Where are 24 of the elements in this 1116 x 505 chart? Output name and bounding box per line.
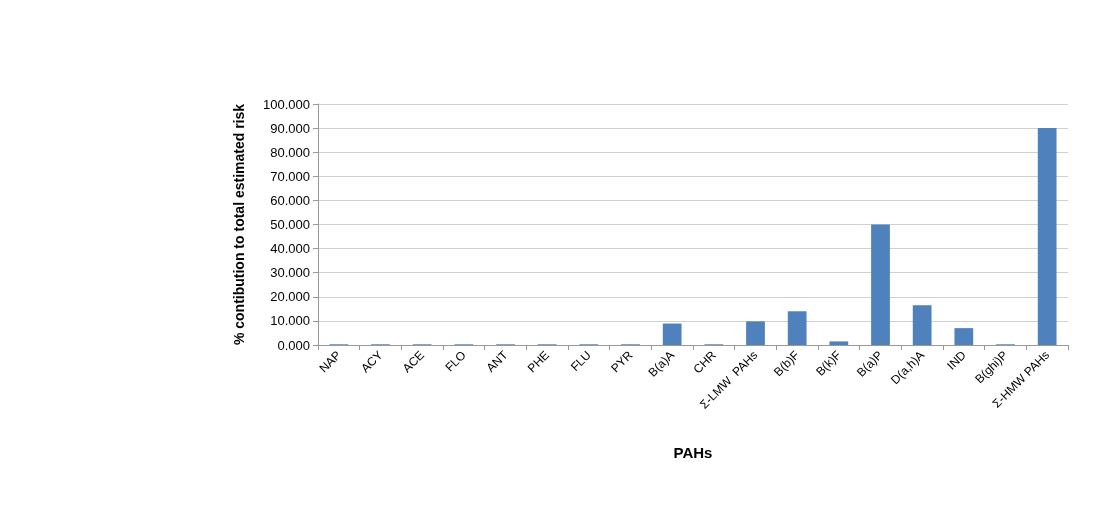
y-tick-label: 0.000 [277, 337, 310, 353]
bar [662, 323, 682, 345]
y-tick-label: 50.000 [270, 217, 310, 232]
bar [787, 311, 807, 345]
y-axis-title: % contibution to total estimated risk [231, 103, 247, 346]
y-tick-label: 60.000 [270, 192, 310, 208]
x-tick-label: FLO [442, 348, 469, 375]
bar [1037, 128, 1057, 345]
y-tick-label: 20.000 [270, 289, 310, 305]
bar [912, 305, 932, 345]
bar [829, 341, 849, 345]
y-tick-label: 90.000 [270, 120, 310, 136]
y-tick-label: 80.000 [270, 144, 310, 160]
y-tick-label: 100.000 [263, 96, 310, 112]
x-axis-title: PAHs [673, 444, 713, 461]
bar [954, 328, 974, 345]
x-tick-label: FLU [567, 348, 594, 374]
y-tick-label: 10.000 [270, 313, 310, 329]
y-tick-label: 70.000 [270, 168, 310, 184]
bar [871, 224, 890, 345]
y-tick-label: 40.000 [270, 241, 310, 257]
bar [746, 321, 765, 345]
x-tick-label: IND [944, 347, 970, 373]
y-tick-label: 30.000 [270, 265, 310, 281]
